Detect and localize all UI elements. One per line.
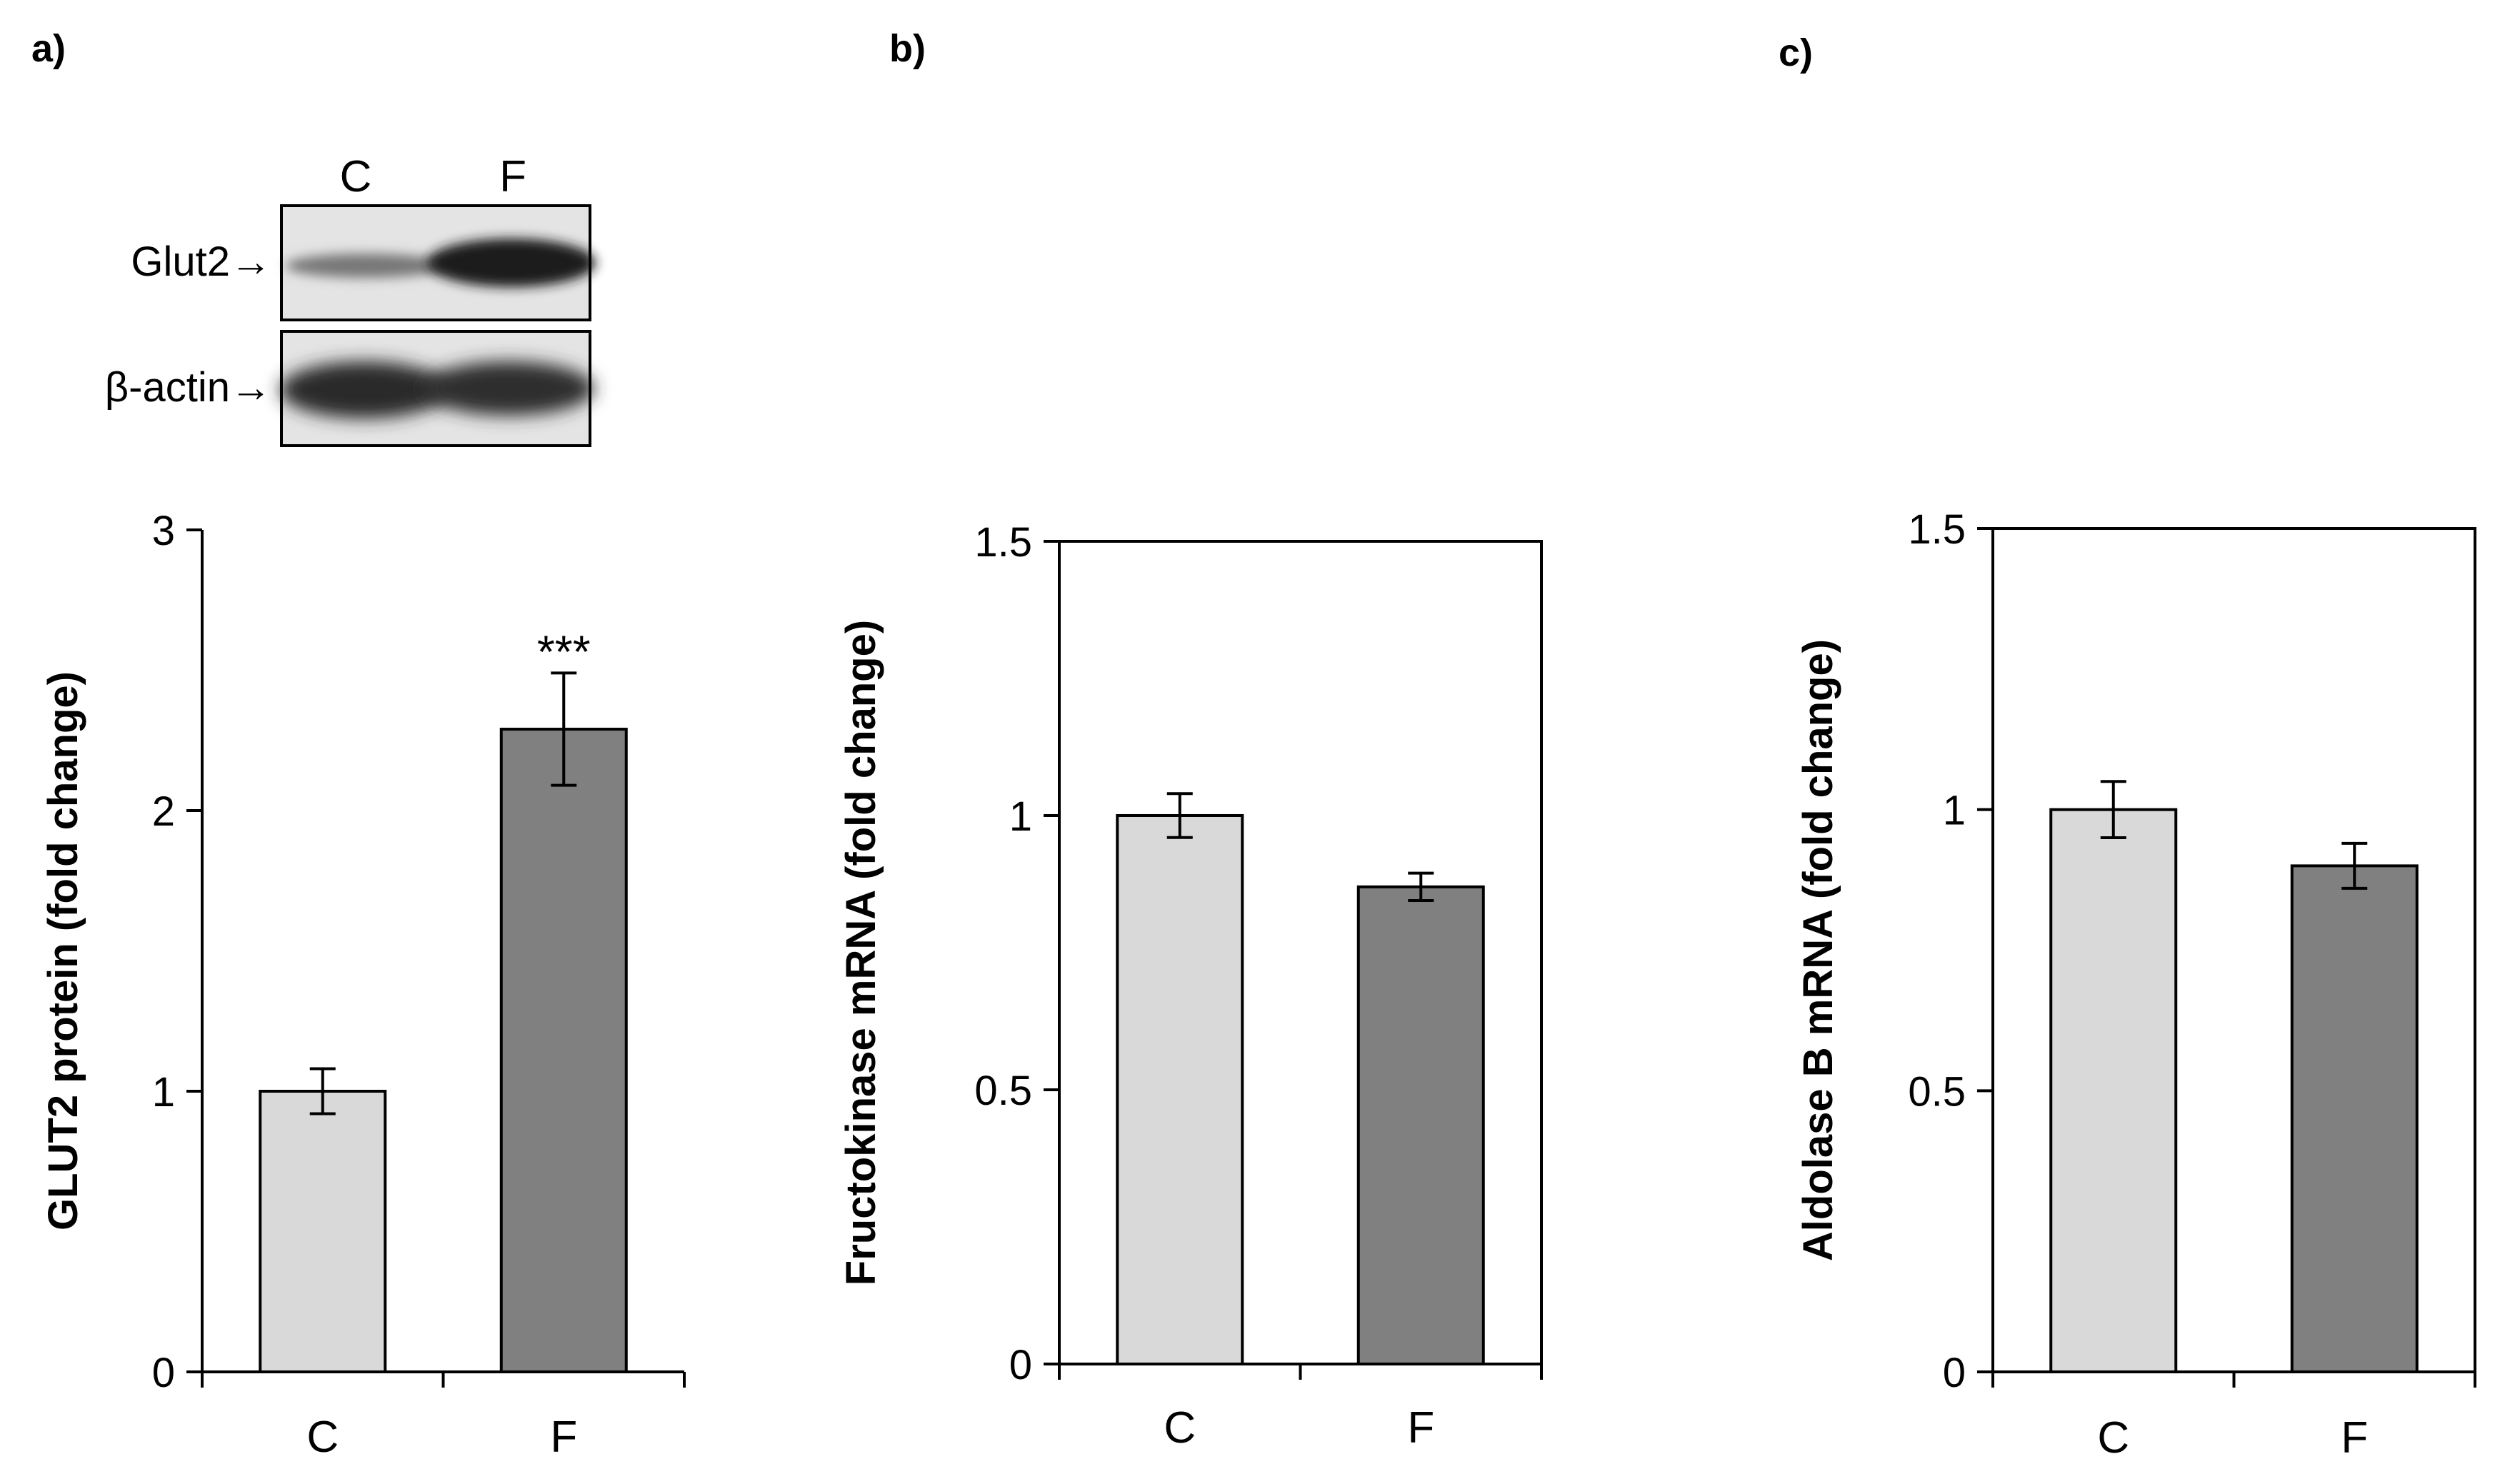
x-category-label-c: C	[1164, 1403, 1196, 1453]
bar-c	[1116, 814, 1244, 1365]
bar-f	[499, 728, 628, 1373]
blot-row-label-actin: β-actin→	[105, 364, 271, 411]
y-tick-label: 1	[1943, 788, 1966, 834]
panel-letter-a: a)	[31, 27, 66, 70]
panel-letter-c: c)	[1779, 31, 1813, 74]
chart-fructokinase-mrna: 0 0.5 1 1.5 C F Fructokinase mRNA (fold change…	[838, 519, 1543, 1453]
x-category-label-f: F	[2341, 1413, 2368, 1463]
blot-lane-label-f: F	[499, 152, 526, 201]
y-tick-label: 1	[152, 1069, 175, 1115]
y-tick-label: 0	[152, 1350, 175, 1396]
bar-c	[259, 1090, 387, 1373]
glut2-band-c	[286, 254, 446, 278]
y-axis-label: Aldolase B mRNA (fold change)	[1795, 639, 1841, 1261]
bar-f	[2290, 864, 2419, 1373]
bar-f	[1356, 885, 1485, 1365]
y-tick-label: 0	[1943, 1350, 1966, 1396]
x-category-label-f: F	[1407, 1403, 1434, 1453]
y-tick-label: 0	[1009, 1342, 1032, 1388]
blot-row-label-glut2: Glut2→	[131, 239, 271, 285]
y-tick-label: 3	[152, 508, 175, 554]
y-tick-label: 1	[1009, 793, 1032, 840]
panel-letter-b: b)	[889, 27, 926, 70]
y-axis-label: GLUT2 protein (fold change)	[40, 671, 86, 1230]
y-tick-label: 0.5	[1908, 1068, 1966, 1115]
chart-glut2-protein: 0 1 2 3 C *** F GLUT2 protein (fold change)	[40, 508, 686, 1462]
y-tick-label: 1.5	[1908, 506, 1966, 553]
x-category-label-c: C	[2097, 1413, 2129, 1463]
y-tick-label: 2	[152, 788, 175, 835]
actin-band-f	[423, 361, 594, 416]
y-tick-label: 0.5	[974, 1068, 1032, 1114]
western-blot: C F Glut2→ β-actin→	[105, 152, 596, 447]
bar-c	[2049, 808, 2178, 1373]
y-axis-label: Fructokinase mRNA (fold change)	[838, 620, 884, 1285]
x-category-label-f: F	[550, 1413, 577, 1462]
actin-band-c	[280, 361, 449, 418]
glut2-band-f	[427, 239, 596, 287]
blot-lane-label-c: C	[340, 152, 372, 201]
y-tick-label: 1.5	[974, 519, 1032, 566]
chart-aldolase-b-mrna: 0 0.5 1 1.5 C F Aldolase B mRNA (fold change)	[1795, 506, 2476, 1463]
x-category-label-c: C	[306, 1413, 339, 1462]
significance-marker: ***	[537, 626, 591, 677]
